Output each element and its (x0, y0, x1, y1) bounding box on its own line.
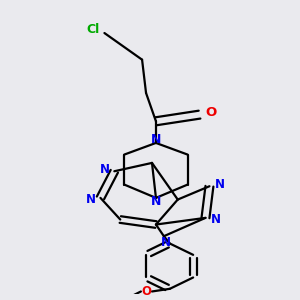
Text: N: N (151, 195, 161, 208)
Text: Cl: Cl (86, 23, 99, 36)
Text: N: N (99, 163, 110, 176)
Text: O: O (206, 106, 217, 119)
Text: N: N (151, 133, 161, 146)
Text: N: N (85, 193, 96, 206)
Text: N: N (211, 213, 221, 226)
Text: O: O (141, 285, 151, 298)
Text: N: N (161, 236, 171, 249)
Text: N: N (215, 178, 225, 191)
